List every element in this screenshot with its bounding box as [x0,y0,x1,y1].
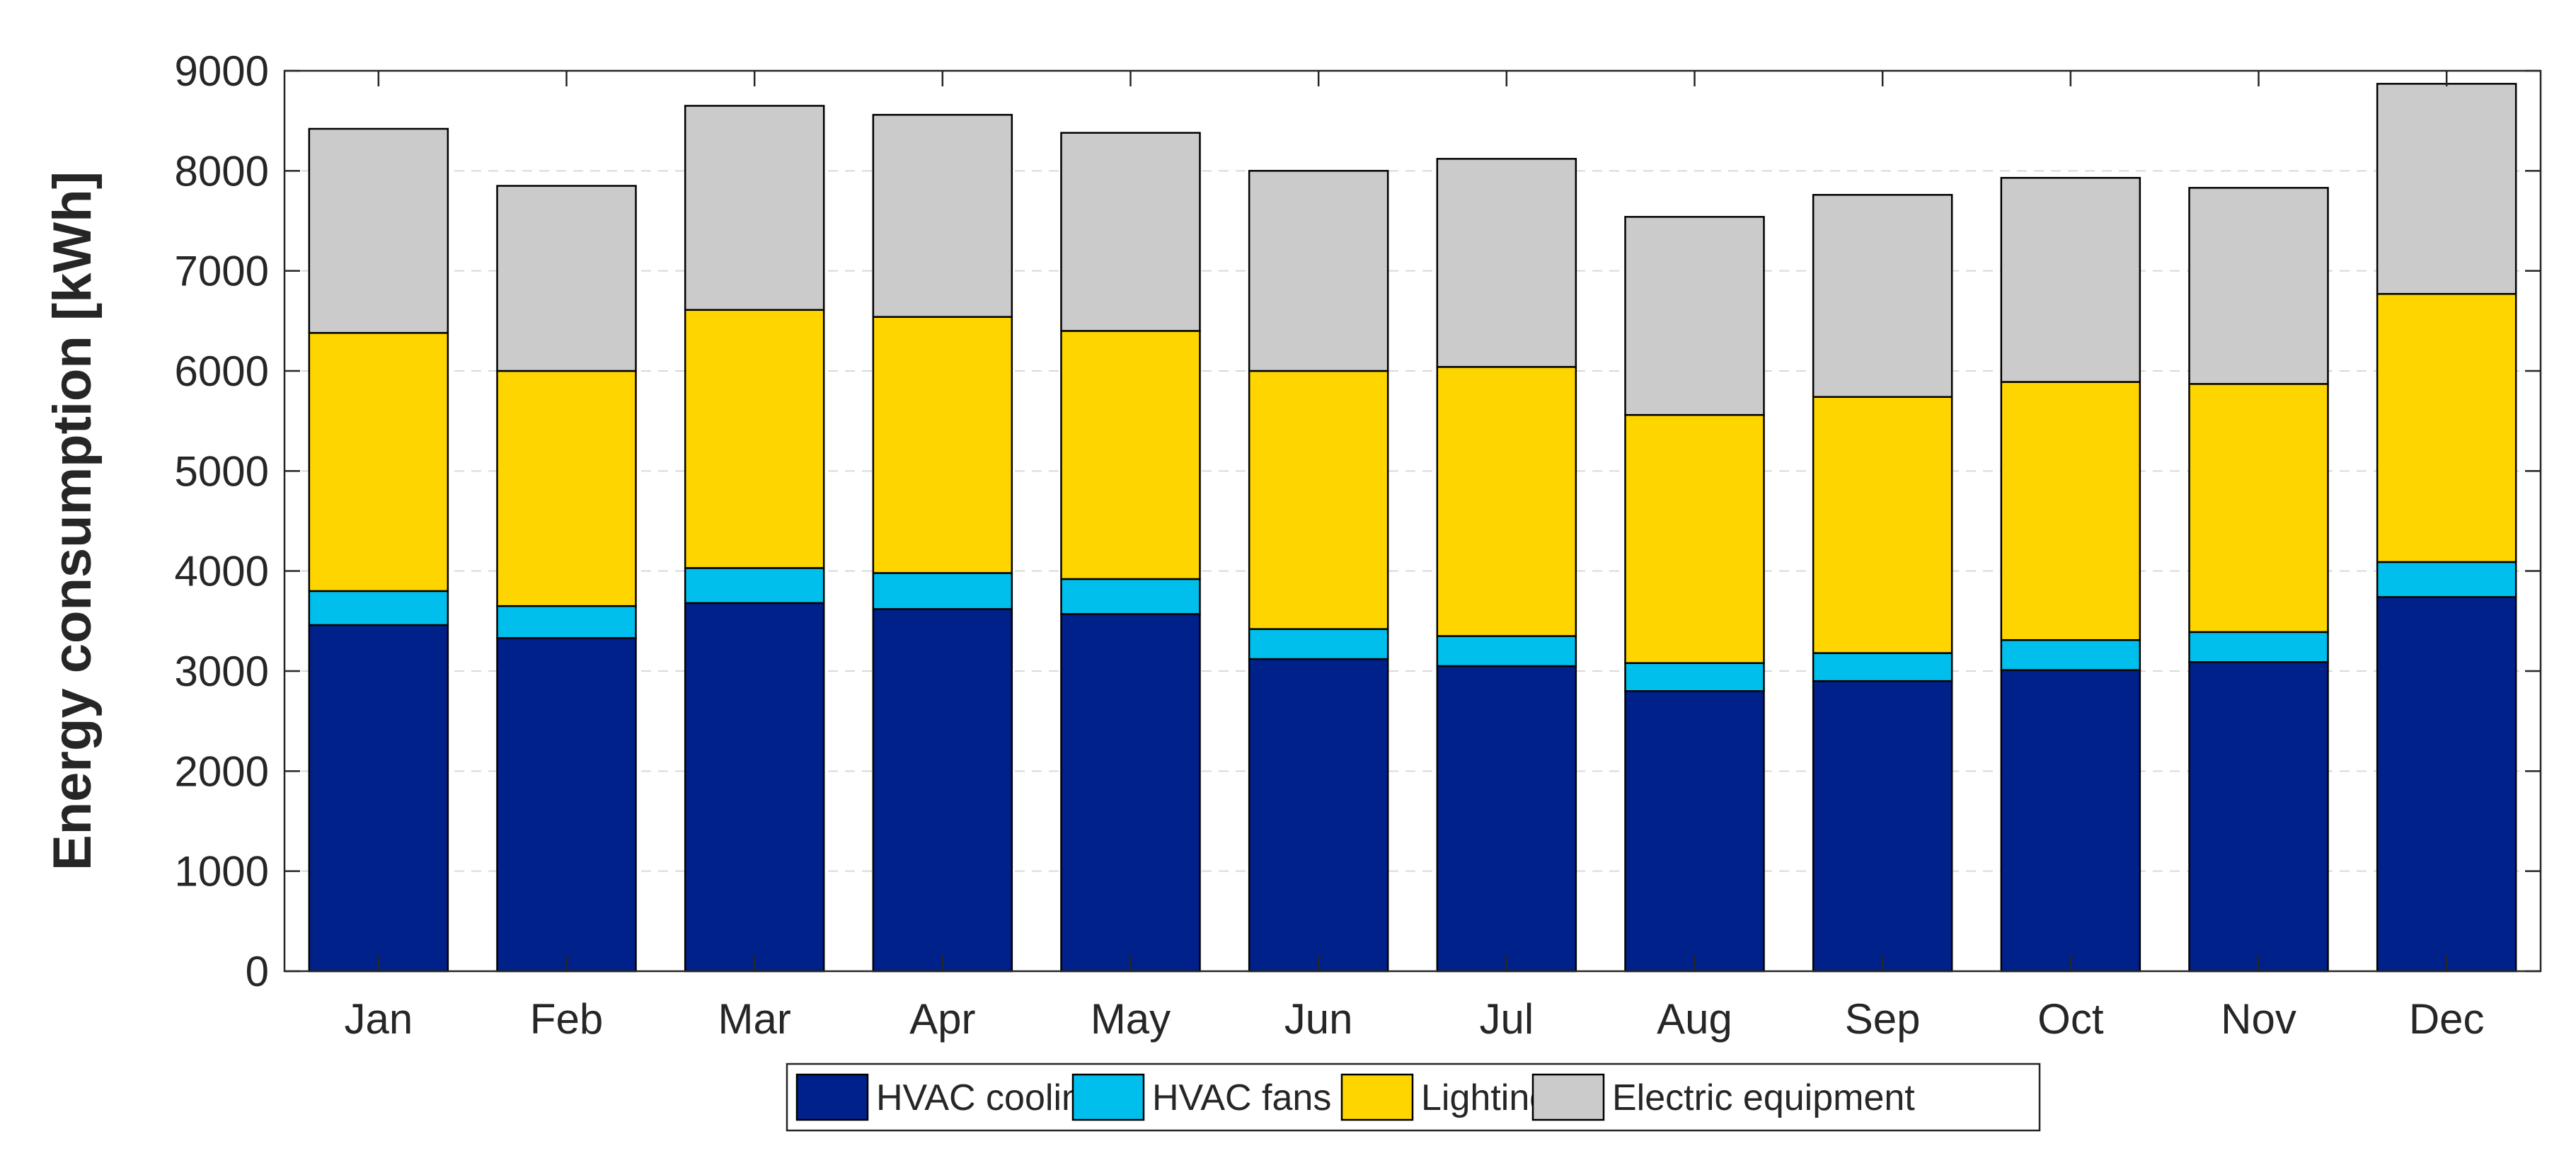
bar-hvac-cooling-sep [1812,680,1953,973]
bar-lighting-mar [684,309,825,569]
bar-hvac-cooling-apr [872,608,1013,973]
bar-lighting-sep [1812,396,1953,654]
bar-electric-equipment-may [1060,132,1201,332]
bar-hvac-fans-dec [2376,561,2517,598]
bar-hvac-cooling-oct [2000,669,2141,973]
bar-lighting-may [1060,330,1201,580]
x-tick-label: Jan [344,995,413,1043]
legend-swatch-hvac-cooling [795,1073,869,1121]
y-tick-label: 2000 [175,748,269,795]
x-tick-label: Feb [530,995,603,1043]
y-tick-label: 9000 [175,47,269,95]
y-tick-label: 5000 [175,447,269,495]
y-tick-label: 6000 [175,348,269,395]
y-tick-label: 1000 [175,848,269,895]
bar-lighting-jul [1436,366,1577,637]
bar-hvac-cooling-may [1060,613,1201,973]
legend-label-lighting: Lighting [1421,1077,1550,1118]
bar-hvac-cooling-jun [1248,658,1389,973]
plot-area-frame [283,69,2542,973]
bar-electric-equipment-jan [308,127,449,334]
x-tick-label: Apr [909,995,975,1043]
legend: HVAC cooling HVAC fans Lighting Electric eq… [786,1063,2041,1132]
x-tick-label: Jun [1284,995,1353,1043]
bar-lighting-feb [496,370,637,607]
x-tick-label: Jul [1479,995,1534,1043]
grid-layer [284,170,2541,872]
y-tick-label: 3000 [175,648,269,695]
x-tick-label: May [1091,995,1171,1043]
x-axis-ticks: Jan Feb Mar Apr May Jun Jul Aug Sep Oct Nov Dec [344,71,2485,1043]
bar-electric-equipment-sep [1812,194,1953,398]
bar-electric-equipment-apr [872,113,1013,318]
bar-lighting-apr [872,316,1013,574]
bar-hvac-cooling-jul [1436,665,1577,973]
bar-lighting-jun [1248,370,1389,630]
x-tick-label: Aug [1657,995,1732,1043]
x-tick-label: Sep [1845,995,1921,1043]
legend-label-hvac-cooling: HVAC cooling [876,1077,1103,1118]
y-tick-label: 4000 [175,548,269,595]
bar-electric-equipment-oct [2000,176,2141,383]
legend-swatch-electric-equipment [1531,1073,1605,1121]
bar-electric-equipment-jul [1436,158,1577,368]
bar-hvac-cooling-jan [308,624,449,973]
bar-hvac-fans-jul [1436,635,1577,668]
bar-lighting-nov [2188,383,2329,634]
x-tick-label: Oct [2037,995,2104,1043]
bar-hvac-cooling-nov [2188,661,2329,973]
bar-hvac-fans-oct [2000,639,2141,671]
bar-hvac-cooling-mar [684,602,825,973]
bar-hvac-cooling-aug [1624,690,1765,973]
y-tick-label: 8000 [175,147,269,195]
bar-hvac-fans-sep [1812,652,1953,682]
bar-lighting-jan [308,332,449,592]
bar-hvac-fans-feb [496,605,637,639]
y-axis-label: Energy consumption [kWh] [42,171,103,871]
y-tick-label: 0 [246,948,269,995]
bar-lighting-dec [2376,292,2517,563]
bar-hvac-fans-aug [1624,662,1765,692]
bar-electric-equipment-feb [496,185,637,372]
bars-layer [308,83,2517,973]
bar-hvac-fans-mar [684,567,825,605]
bar-hvac-cooling-feb [496,637,637,973]
bar-hvac-fans-apr [872,572,1013,610]
x-tick-label: Nov [2221,995,2296,1043]
legend-label-hvac-fans: HVAC fans [1152,1077,1331,1118]
bar-electric-equipment-mar [684,105,825,311]
bar-hvac-fans-jan [308,590,449,626]
bar-lighting-aug [1624,413,1765,664]
bar-hvac-fans-may [1060,578,1201,615]
x-tick-label: Mar [718,995,790,1043]
bar-lighting-oct [2000,381,2141,641]
bar-electric-equipment-jun [1248,170,1389,372]
bar-hvac-cooling-dec [2376,596,2517,973]
bar-hvac-fans-nov [2188,631,2329,663]
y-axis-ticks: 0 1000 2000 3000 4000 5000 6000 7000 8000 9000 [175,47,2541,995]
y-tick-label: 7000 [175,248,269,295]
bar-electric-equipment-dec [2376,83,2517,295]
x-tick-label: Dec [2409,995,2485,1043]
legend-swatch-lighting [1340,1073,1414,1121]
bar-electric-equipment-nov [2188,187,2329,385]
legend-label-electric-equipment: Electric equipment [1612,1077,1915,1118]
legend-swatch-hvac-fans [1071,1073,1145,1121]
bar-hvac-fans-jun [1248,628,1389,660]
bar-electric-equipment-aug [1624,216,1765,416]
